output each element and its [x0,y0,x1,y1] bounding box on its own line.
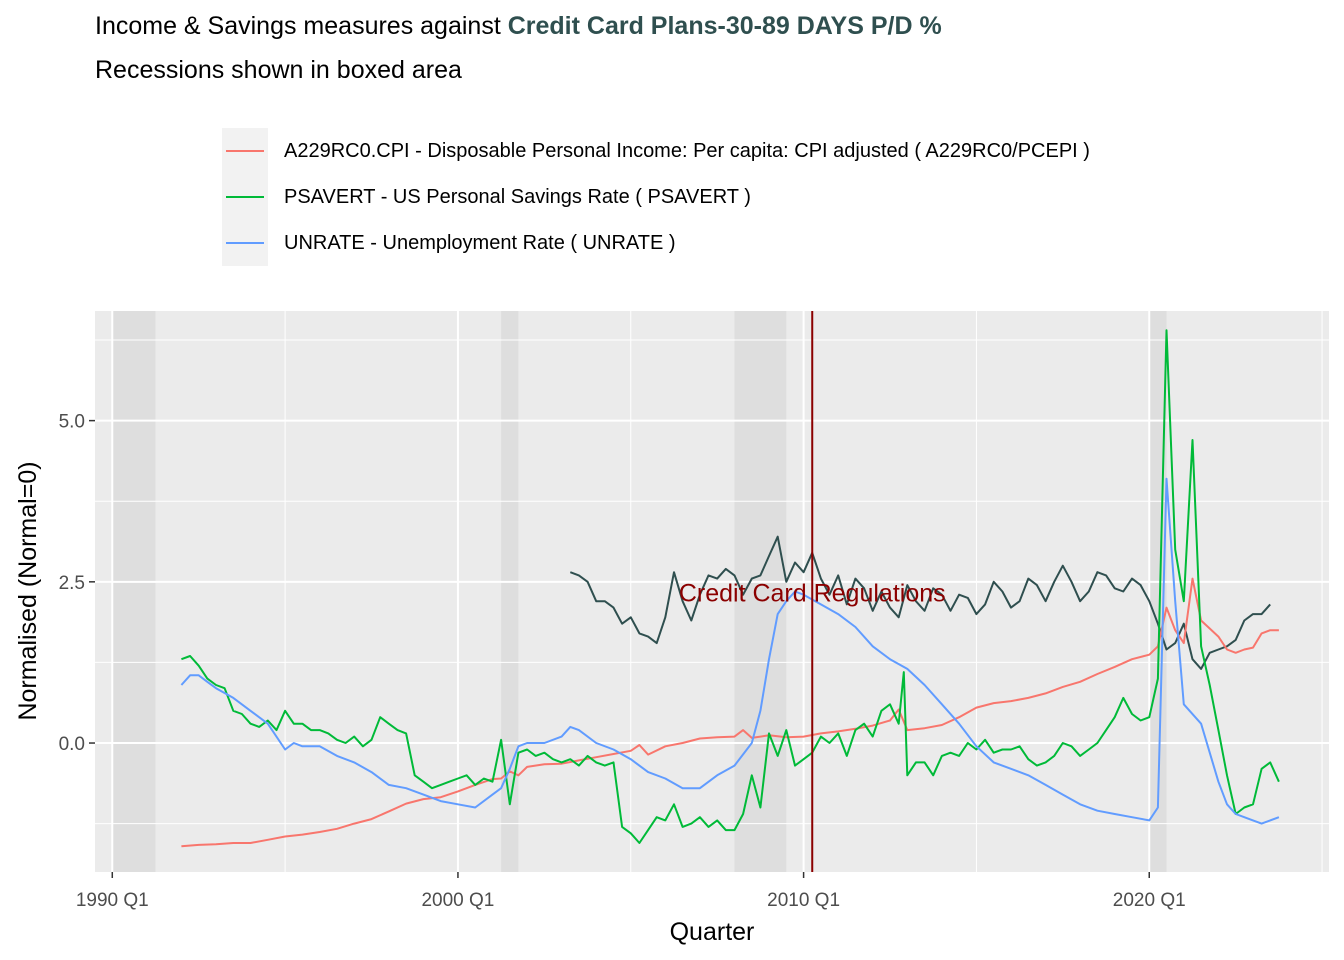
y-axis-label: Normalised (Normal=0) [14,461,42,720]
chart-title: Income & Savings measures against Credit… [95,12,942,41]
annotations: Credit Card Regulations [679,311,946,872]
series-line-savings [181,329,1280,844]
legend-label-savings: PSAVERT - US Personal Savings Rate ( PSA… [284,186,751,208]
legend-label-unrate: UNRATE - Unemployment Rate ( UNRATE ) [284,232,676,254]
chart-title-prefix: Income & Savings measures against [95,12,508,40]
legend-swatch-savings [226,196,264,198]
recession-band-3 [1149,311,1167,872]
recession-band-1 [501,311,519,872]
series-line-unrate [180,477,1280,825]
y-tick-label-2: 5.0 [59,412,85,433]
x-axis-label: Quarter [670,918,755,946]
axes: 0.0 2.5 5.0 1990 Q1 2000 Q1 2010 Q1 2020 Q1 [59,412,1186,911]
series-line-target [569,535,1271,670]
legend-swatch-income [226,150,264,152]
y-tick-label-0: 0.0 [59,734,85,755]
x-tick-label-0: 1990 Q1 [76,890,149,911]
series-lines [180,329,1280,848]
y-tick-label-1: 2.5 [59,573,85,594]
legend-item-savings: PSAVERT - US Personal Savings Rate ( PSA… [222,174,1222,220]
legend-item-unrate: UNRATE - Unemployment Rate ( UNRATE ) [222,220,1222,266]
legend-label-income: A229RC0.CPI - Disposable Personal Income… [284,140,1090,162]
recession-band-0 [112,311,156,872]
grid-lines [95,311,1329,872]
chart-subtitle: Recessions shown in boxed area [95,56,462,84]
chart-title-highlight: Credit Card Plans-30-89 DAYS P/D % [507,12,942,40]
legend-swatch-unrate [226,242,264,244]
legend-key-unrate [222,220,268,266]
legend-key-savings [222,174,268,220]
annotation-credit-card-regulations: Credit Card Regulations [679,580,946,608]
legend-item-income: A229RC0.CPI - Disposable Personal Income… [222,128,1222,174]
x-tick-label-3: 2020 Q1 [1113,890,1186,911]
recession-bands [112,311,1167,872]
recession-band-2 [734,311,787,872]
x-tick-label-2: 2010 Q1 [767,890,840,911]
x-tick-label-1: 2000 Q1 [421,890,494,911]
legend-key-income [222,128,268,174]
